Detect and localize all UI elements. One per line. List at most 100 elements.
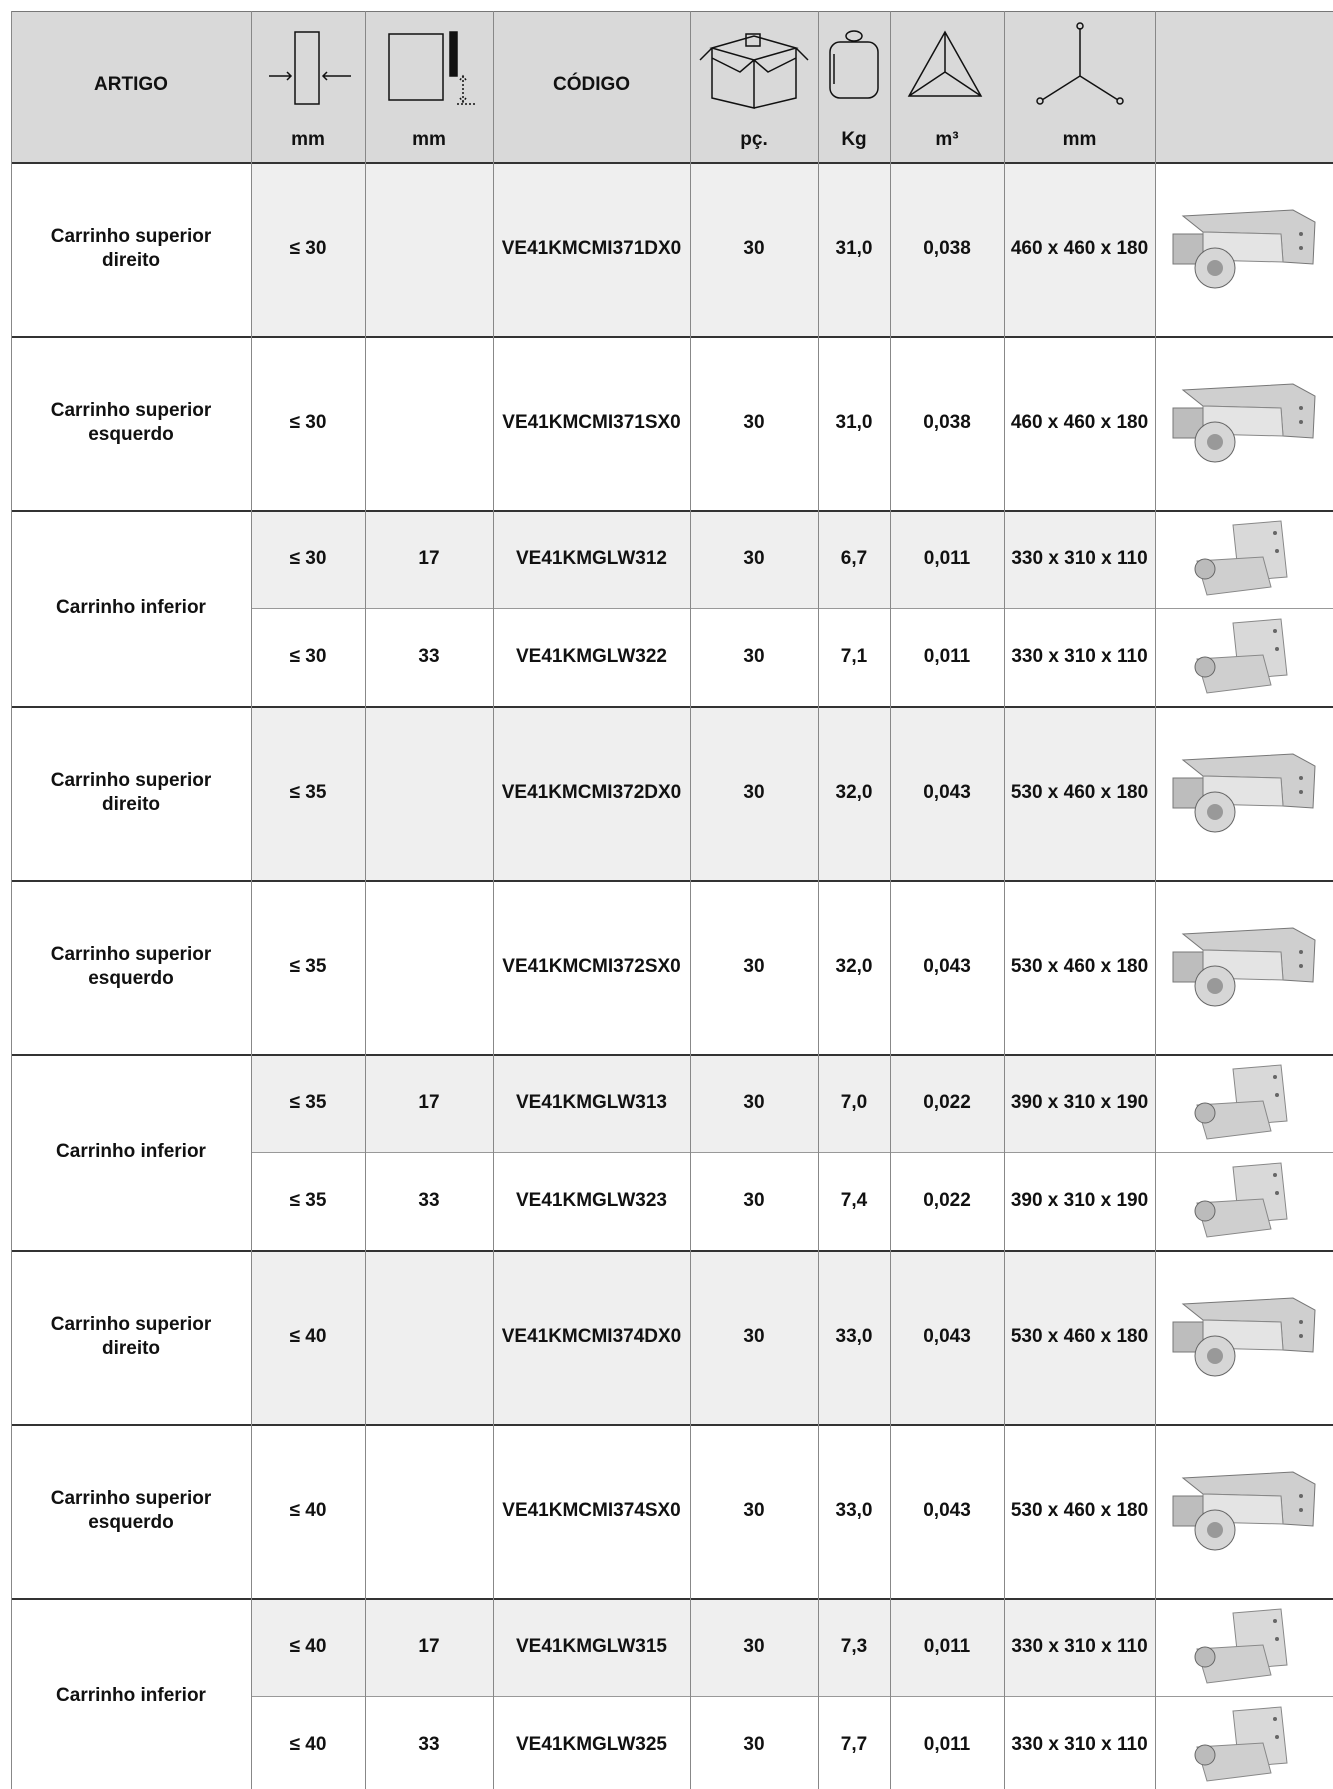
group-line (11, 336, 1333, 338)
cell-volume: 0,043 (923, 1326, 971, 1348)
cell-code: VE41KMCMI372DX0 (501, 782, 682, 804)
cell-dims: 390 x 310 x 190 (1010, 1092, 1149, 1114)
cell-volume: 0,022 (923, 1092, 971, 1114)
cell-pcs: 30 (743, 548, 765, 570)
cell-pcs: 30 (743, 1190, 765, 1212)
cell-kg: 31,0 (835, 412, 873, 434)
product-image (1194, 520, 1288, 596)
cell-kg: 7,4 (840, 1190, 868, 1212)
cell-height: 17 (418, 548, 440, 570)
cell-dims: 390 x 310 x 190 (1010, 1190, 1149, 1212)
cell-volume: 0,038 (923, 238, 971, 260)
cell-volume: 0,022 (923, 1190, 971, 1212)
cell-kg: 6,7 (840, 548, 868, 570)
cell-height: 33 (418, 1734, 440, 1756)
group-line (11, 1424, 1333, 1426)
column-line (365, 11, 366, 1789)
cell-dims: 530 x 460 x 180 (1010, 782, 1149, 804)
cell-kg: 7,3 (840, 1636, 868, 1658)
cell-pcs: 30 (743, 1734, 765, 1756)
cell-pcs: 30 (743, 646, 765, 668)
group-line (11, 1250, 1333, 1252)
cell-article: Carrinho inferior (56, 597, 206, 619)
sub-row-line (251, 608, 1333, 609)
cell-volume: 0,011 (923, 1636, 971, 1658)
product-image (1194, 1608, 1288, 1684)
column-line (1004, 11, 1005, 1789)
volume-icon (907, 30, 983, 97)
group-line (11, 1054, 1333, 1056)
cell-pcs: 30 (743, 956, 765, 978)
column-line (493, 11, 494, 1789)
header-unit: pç. (740, 129, 768, 151)
cell-width: ≤ 35 (289, 1190, 327, 1212)
header-unit: m³ (935, 129, 959, 151)
cell-width: ≤ 35 (289, 1092, 327, 1114)
cell-pcs: 30 (743, 782, 765, 804)
cell-dims: 330 x 310 x 110 (1011, 548, 1148, 570)
cell-dims: 330 x 310 x 110 (1011, 1734, 1148, 1756)
cell-article: Carrinho superior esquerdo (50, 400, 212, 445)
sub-row-line (251, 1152, 1333, 1153)
cell-width: ≤ 30 (289, 646, 327, 668)
cell-code: VE41KMGLW323 (516, 1190, 667, 1212)
cell-code: VE41KMGLW312 (516, 548, 667, 570)
cell-pcs: 30 (743, 412, 765, 434)
header-artigo: ARTIGO (94, 74, 168, 96)
height-icon (388, 31, 477, 105)
cell-height: 17 (418, 1092, 440, 1114)
cell-volume: 0,043 (923, 956, 971, 978)
cell-width: ≤ 35 (289, 782, 327, 804)
cell-volume: 0,043 (923, 1500, 971, 1522)
cell-kg: 33,0 (835, 1500, 873, 1522)
product-image (1194, 1162, 1288, 1238)
cell-volume: 0,038 (923, 412, 971, 434)
cell-height: 17 (418, 1636, 440, 1658)
cell-code: VE41KMGLW322 (516, 646, 667, 668)
weight-icon (829, 30, 879, 99)
cell-article: Carrinho inferior (56, 1685, 206, 1707)
cell-article: Carrinho superior esquerdo (50, 1488, 212, 1533)
cell-height: 33 (418, 1190, 440, 1212)
dims-icon (1036, 22, 1124, 105)
cell-volume: 0,011 (923, 646, 971, 668)
column-line (1155, 11, 1156, 1789)
cell-volume: 0,011 (923, 1734, 971, 1756)
cell-width: ≤ 40 (289, 1500, 327, 1522)
column-line (818, 11, 819, 1789)
column-line (11, 11, 12, 1789)
cell-kg: 33,0 (835, 1326, 873, 1348)
header-unit: Kg (841, 129, 867, 151)
cell-width: ≤ 40 (289, 1636, 327, 1658)
cell-dims: 530 x 460 x 180 (1010, 1500, 1149, 1522)
cell-code: VE41KMCMI374SX0 (502, 1500, 681, 1522)
cell-code: VE41KMCMI371SX0 (502, 412, 681, 434)
header-unit: mm (291, 129, 325, 151)
product-image (1194, 618, 1288, 694)
cell-kg: 31,0 (835, 238, 873, 260)
header-codigo: CÓDIGO (552, 74, 631, 96)
cell-kg: 32,0 (835, 956, 873, 978)
cell-width: ≤ 40 (289, 1734, 327, 1756)
column-line (890, 11, 891, 1789)
cell-kg: 7,0 (840, 1092, 868, 1114)
cell-pcs: 30 (743, 1326, 765, 1348)
cell-pcs: 30 (743, 1636, 765, 1658)
cell-dims: 460 x 460 x 180 (1010, 238, 1149, 260)
cell-dims: 530 x 460 x 180 (1010, 956, 1149, 978)
cell-code: VE41KMCMI374DX0 (501, 1326, 682, 1348)
product-image (1172, 383, 1316, 463)
cell-width: ≤ 40 (289, 1326, 327, 1348)
product-image (1194, 1064, 1288, 1140)
top-line (11, 11, 1333, 12)
cell-dims: 330 x 310 x 110 (1011, 646, 1148, 668)
cell-code: VE41KMCMI371DX0 (501, 238, 682, 260)
column-line (690, 11, 691, 1789)
cell-dims: 330 x 310 x 110 (1011, 1636, 1148, 1658)
cell-pcs: 30 (743, 1092, 765, 1114)
cell-dims: 460 x 460 x 180 (1010, 412, 1149, 434)
column-line (251, 11, 252, 1789)
cell-article: Carrinho inferior (56, 1141, 206, 1163)
cell-width: ≤ 30 (289, 412, 327, 434)
